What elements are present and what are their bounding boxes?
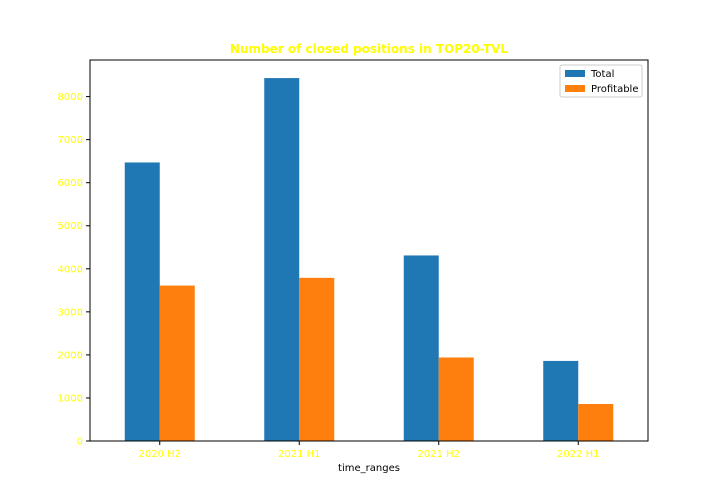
x-tick-label: 2020 H2 <box>138 449 181 460</box>
plot-frame <box>89 59 649 442</box>
y-tick-label: 6000 <box>58 178 83 189</box>
x-tick-label: 2022 H1 <box>557 449 600 460</box>
bar-profitable-2020-h2 <box>159 285 195 441</box>
y-tick-label: 0 <box>77 437 83 448</box>
y-tick-label: 1000 <box>58 393 83 404</box>
y-tick-label: 3000 <box>58 307 83 318</box>
x-tick-label: 2021 H1 <box>278 449 321 460</box>
y-tick-label: 4000 <box>58 264 83 275</box>
x-axis-label: time_ranges <box>338 463 400 474</box>
x-tick-label: 2021 H2 <box>417 449 460 460</box>
plot-area: 2020 H2 2021 H1 2021 H2 2022 H1 0 1000 2000 300… <box>58 59 649 460</box>
y-tick-label: 8000 <box>58 92 83 103</box>
legend-swatch-profitable <box>565 85 585 92</box>
chart-title: Number of closed positions in TOP20-TVL <box>230 42 509 56</box>
bar-total-2022-h1 <box>543 360 579 441</box>
bar-total-2021-h2 <box>403 255 439 441</box>
y-tick-label: 7000 <box>58 135 83 146</box>
bar-total-2020-h2 <box>124 162 160 442</box>
legend-label-total: Total <box>590 69 614 80</box>
y-tick-label: 2000 <box>58 350 83 361</box>
legend-swatch-total <box>565 70 585 77</box>
legend: Total Profitable <box>559 64 643 98</box>
bar-profitable-2022-h1 <box>578 403 614 441</box>
legend-label-profitable: Profitable <box>591 84 639 95</box>
bar-profitable-2021-h1 <box>299 277 335 441</box>
bar-profitable-2021-h2 <box>438 357 474 441</box>
bar-total-2021-h1 <box>264 78 300 441</box>
y-tick-label: 5000 <box>58 221 83 232</box>
